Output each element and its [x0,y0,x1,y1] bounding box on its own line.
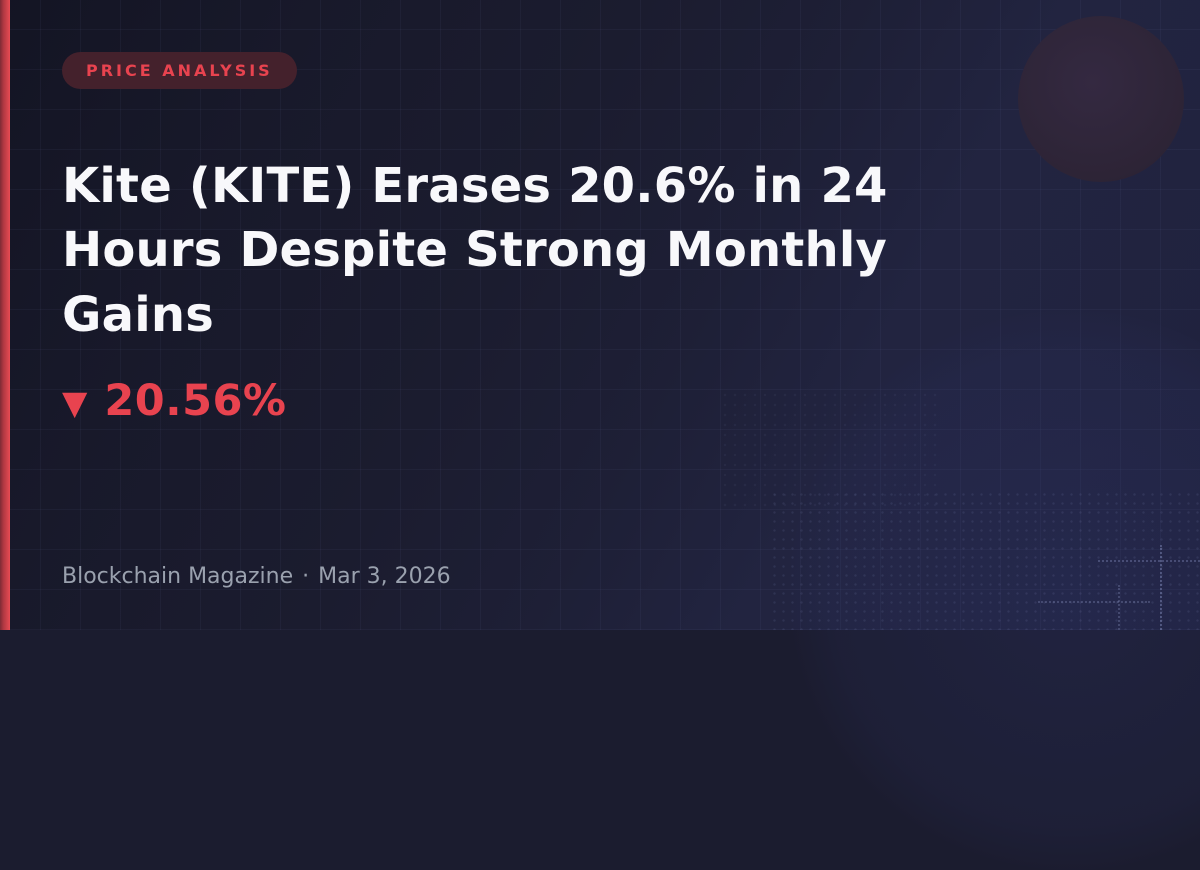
footer-byline: Blockchain Magazine · Mar 3, 2026 [62,564,451,589]
byline-separator: · [302,564,310,589]
article-date: Mar 3, 2026 [318,564,451,589]
circuit-trace-decoration [1038,601,1150,603]
category-badge: PRICE ANALYSIS [62,52,297,89]
triangle-down-icon: ▼ [62,382,88,422]
dot-texture-decoration [720,390,940,510]
circuit-trace-decoration [1118,585,1120,630]
bottom-right-glow-decoration [790,310,1200,870]
price-change-indicator: ▼ 20.56% [62,376,287,426]
corner-circle-decoration [1018,16,1184,182]
publication-name: Blockchain Magazine [62,564,294,589]
price-change-value: 20.56% [104,376,287,426]
dot-texture-decoration [770,490,1200,630]
category-badge-label: PRICE ANALYSIS [86,61,273,80]
circuit-trace-decoration [1160,545,1162,630]
circuit-trace-decoration [1098,560,1200,562]
left-accent-bar [0,0,10,630]
article-title: Kite (KITE) Erases 20.6% in 24 Hours Des… [62,158,888,343]
